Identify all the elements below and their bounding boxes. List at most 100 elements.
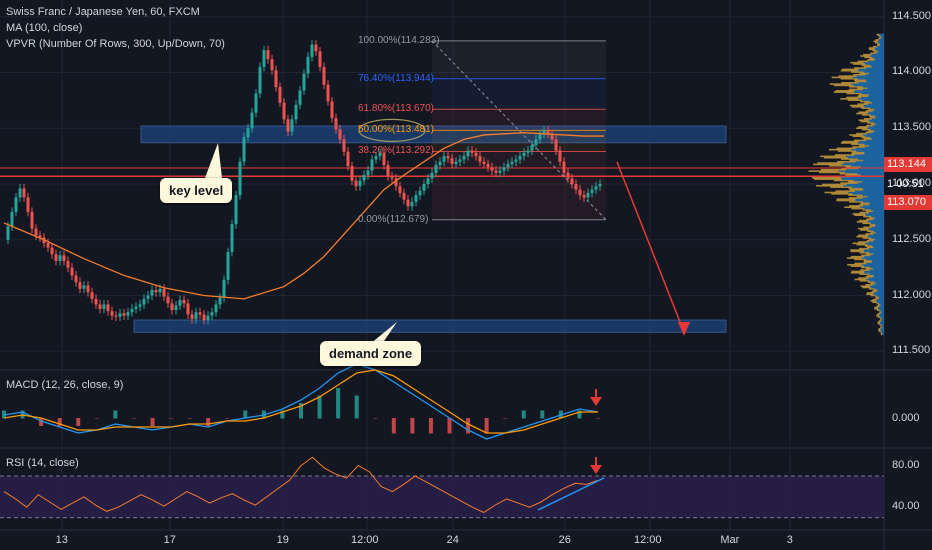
vp-bar-down — [869, 100, 884, 103]
candle-body — [530, 144, 534, 151]
candle-body — [134, 306, 138, 309]
vp-bar-up — [846, 96, 862, 99]
vp-bar-down — [873, 239, 884, 242]
vp-bar-up — [864, 56, 873, 59]
vp-bar-down — [873, 274, 884, 277]
vp-bar-up — [879, 36, 882, 39]
vp-bar-down — [875, 282, 884, 285]
vp-bar-down — [870, 286, 884, 289]
vp-bar-up — [821, 183, 847, 186]
macd-histogram-bar — [373, 418, 378, 419]
x-tick-label: Mar — [720, 534, 740, 546]
vp-bar-up — [847, 99, 863, 101]
vp-bar-up — [865, 210, 874, 213]
candle-body — [294, 104, 298, 120]
candle-body — [238, 161, 242, 196]
vp-bar-down — [874, 108, 884, 111]
vp-bar-down — [848, 191, 884, 194]
vp-bar-up — [813, 163, 842, 166]
ma-indicator-label[interactable]: MA (100, close) — [6, 22, 83, 34]
candle-body — [314, 44, 318, 52]
vp-bar-up — [860, 55, 870, 57]
vp-bar-down — [869, 219, 884, 222]
vp-bar-down — [866, 214, 884, 217]
vp-bar-down — [875, 300, 884, 302]
vp-bar-down — [876, 123, 884, 126]
vp-bar-down — [875, 52, 884, 55]
demand-zone-callout[interactable]: demand zone — [320, 341, 422, 366]
vp-bar-up — [850, 255, 865, 258]
candle-body — [222, 279, 226, 298]
vp-bar-down — [857, 182, 884, 184]
macd-histogram-bar — [206, 418, 211, 426]
candle-body — [126, 312, 130, 316]
candle-body — [502, 167, 506, 171]
vp-bar-up — [853, 73, 866, 76]
vp-bar-up — [830, 186, 852, 188]
vp-bar-up — [865, 131, 874, 134]
vp-bar-up — [880, 318, 882, 321]
vp-bar-down — [876, 290, 884, 293]
candle-body — [446, 156, 450, 159]
vp-bar-up — [863, 138, 872, 140]
vp-bar-down — [858, 140, 884, 143]
candle-body — [258, 66, 262, 94]
target-arrow-head — [678, 322, 690, 336]
vp-bar-down — [862, 180, 884, 183]
vp-bar-up — [867, 122, 875, 124]
vp-bar-up — [859, 251, 870, 254]
candle-body — [482, 161, 486, 164]
candle-body — [366, 170, 370, 176]
vp-bar-down — [880, 320, 884, 322]
vp-bar-up — [840, 142, 859, 144]
candle-body — [418, 190, 422, 196]
vp-bar-up — [849, 201, 864, 203]
candle-body — [226, 252, 230, 280]
vp-bar-down — [870, 136, 884, 139]
vp-bar-up — [858, 277, 869, 279]
vp-bar-down — [877, 301, 884, 304]
vp-bar-up — [868, 130, 875, 132]
rsi-title[interactable]: RSI (14, close) — [6, 457, 79, 469]
candle-body — [326, 84, 330, 102]
candle-body — [34, 228, 38, 236]
vp-bar-down — [869, 251, 884, 254]
candle-body — [18, 188, 22, 198]
vp-bar-up — [833, 84, 854, 87]
vpvr-indicator-label[interactable]: VPVR (Number Of Rows, 300, Up/Down, 70) — [6, 38, 225, 50]
vp-bar-down — [873, 131, 884, 134]
macd-title[interactable]: MACD (12, 26, close, 9) — [6, 379, 124, 391]
macd-histogram-bar — [317, 395, 322, 419]
vp-bar-down — [880, 321, 884, 324]
vp-bar-down — [875, 231, 884, 234]
candle-body — [290, 119, 294, 132]
vp-bar-up — [859, 247, 870, 250]
vp-bar-down — [860, 174, 884, 176]
vp-bar-down — [847, 156, 884, 159]
vp-bar-down — [871, 215, 884, 218]
macd-histogram-bar — [57, 418, 62, 426]
candle-body — [434, 165, 438, 173]
vp-bar-down — [877, 289, 884, 291]
macd-histogram-bar — [39, 418, 44, 426]
macd-histogram-bar — [484, 418, 489, 434]
vp-bar-down — [874, 281, 884, 283]
vp-bar-down — [868, 94, 884, 96]
vp-bar-down — [861, 263, 884, 266]
candle-body — [278, 86, 282, 103]
candle-body — [10, 211, 14, 227]
vp-bar-down — [863, 85, 884, 88]
vp-bar-down — [871, 261, 884, 263]
candle-body — [486, 163, 490, 168]
key-level-callout[interactable]: key level — [160, 178, 233, 203]
candle-body — [94, 298, 98, 305]
vp-bar-down — [867, 87, 884, 89]
vp-bar-down — [854, 89, 884, 92]
candle-body — [450, 158, 454, 164]
rsi-arrow-head — [590, 465, 602, 474]
symbol-title[interactable]: Swiss Franc / Japanese Yen, 60, FXCM — [6, 6, 200, 18]
vp-bar-up — [859, 203, 870, 206]
candle-body — [114, 315, 118, 317]
x-tick-label: 3 — [786, 534, 793, 546]
